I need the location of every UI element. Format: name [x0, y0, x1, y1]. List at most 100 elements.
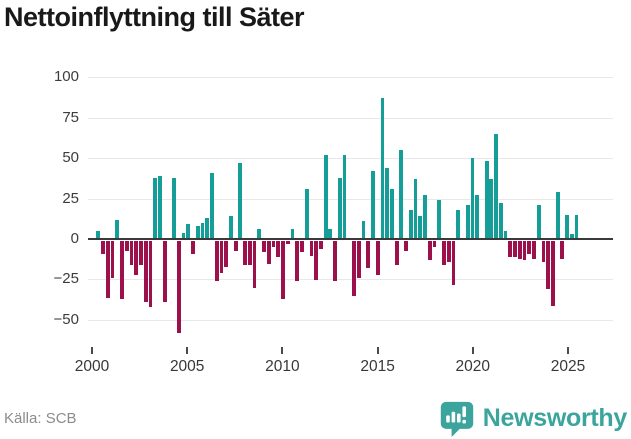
bar [484, 161, 489, 239]
bar [300, 241, 304, 253]
bar [423, 195, 427, 239]
bar [281, 241, 285, 300]
bar [276, 241, 281, 258]
x-tick-label: 2015 [360, 358, 395, 375]
bar [574, 214, 579, 239]
gridline [88, 279, 613, 281]
bar [333, 241, 337, 282]
bar [314, 241, 319, 280]
bar [318, 241, 323, 250]
bar [356, 241, 361, 279]
bar [342, 154, 347, 239]
bar [101, 241, 105, 254]
x-tick-label: 2020 [455, 358, 491, 375]
bar [285, 241, 290, 245]
bar [262, 241, 266, 253]
bar [243, 241, 248, 266]
bar [323, 154, 328, 239]
bar [532, 241, 536, 259]
bar [162, 241, 167, 303]
x-tick-label: 2000 [74, 358, 110, 375]
bar [513, 241, 517, 258]
bar [115, 219, 120, 239]
y-tick-label: 50 [62, 149, 79, 167]
bar [371, 171, 375, 239]
bar [536, 205, 541, 239]
bar [522, 241, 527, 261]
plot-area: 100 75 50 25 0 −25 −50 2000 2005 2010 2015 2020 202… [53, 68, 613, 375]
y-tick-label: 25 [62, 189, 79, 207]
bar [437, 200, 442, 239]
y-tick-label: 0 [70, 230, 79, 247]
gridline [88, 77, 613, 79]
bar [503, 230, 508, 239]
bar [494, 133, 498, 239]
bar [257, 229, 262, 239]
bar [375, 241, 380, 275]
gridline [88, 319, 613, 321]
bar [385, 167, 390, 239]
bar [176, 241, 181, 334]
bar [247, 241, 252, 266]
bar [195, 226, 200, 239]
bar [352, 241, 356, 296]
bar [508, 241, 513, 258]
bar [418, 216, 423, 239]
newsworthy-wordmark: Newsworthy [482, 404, 628, 432]
bar [304, 188, 309, 239]
x-tick [281, 347, 284, 354]
bar [565, 214, 569, 239]
bar [124, 241, 129, 251]
x-tick [186, 347, 189, 354]
bar [446, 241, 451, 262]
bar [129, 241, 134, 266]
bar [427, 241, 432, 261]
bar [456, 209, 461, 239]
x-tick [567, 347, 569, 354]
bar [238, 163, 243, 239]
bar [569, 234, 574, 239]
newsworthy-logo: Newsworthy [439, 400, 627, 437]
bar [442, 241, 446, 266]
bar [404, 241, 408, 251]
bar [110, 241, 115, 279]
bar [465, 205, 470, 239]
bar [489, 179, 494, 239]
bar [309, 241, 314, 256]
bar [451, 241, 456, 285]
bar [475, 195, 480, 239]
bar [157, 175, 162, 239]
bar [200, 222, 205, 239]
bar [546, 241, 551, 290]
bar [541, 241, 546, 262]
bar [399, 150, 404, 239]
gridline [88, 198, 613, 200]
bar [394, 241, 399, 266]
chart-title: Nettoinflyttning till Säter [4, 2, 305, 32]
bar [517, 241, 522, 259]
bar [266, 241, 271, 264]
newsworthy-logo-icon [440, 401, 473, 437]
zero-line [88, 238, 613, 240]
bar [361, 221, 366, 239]
bar [143, 241, 148, 303]
bar [432, 241, 437, 248]
bar [380, 98, 385, 239]
x-tick [91, 347, 93, 354]
bar [191, 241, 195, 254]
bar [210, 172, 214, 239]
bar [527, 241, 532, 254]
bar [181, 232, 186, 239]
bar [105, 241, 110, 298]
bar [205, 217, 210, 239]
bar [390, 188, 394, 239]
bar [550, 241, 555, 306]
y-tick-label: −50 [53, 310, 79, 328]
bar [153, 177, 158, 239]
bar [148, 241, 153, 308]
x-tick-label: 2005 [169, 358, 205, 375]
bar [328, 229, 333, 239]
bar [134, 241, 139, 275]
bar [233, 241, 238, 251]
gridline [88, 117, 613, 119]
